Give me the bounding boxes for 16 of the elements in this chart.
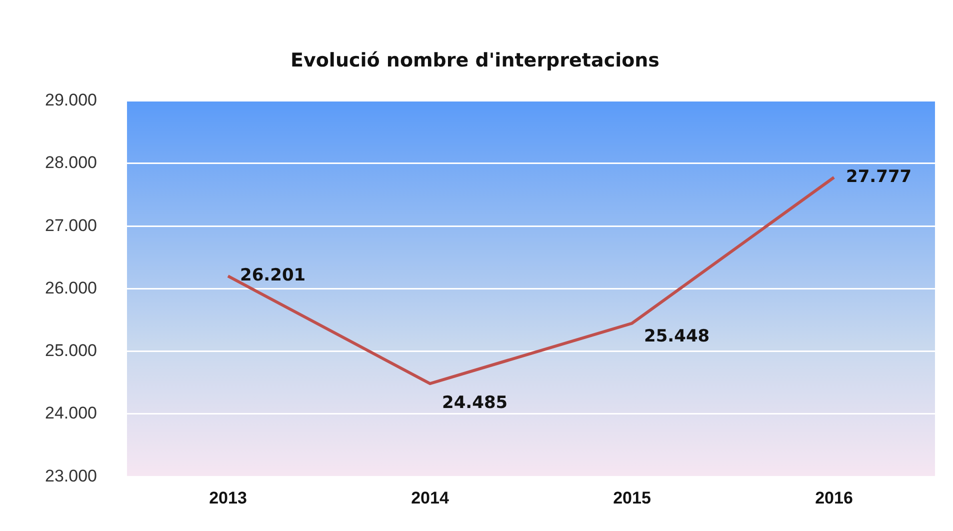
data-label: 27.777 [846,166,912,187]
y-tick-label: 23.000 [44,466,97,486]
x-tick-label: 2013 [209,488,247,508]
y-tick-label: 24.000 [44,404,97,423]
data-label: 24.485 [442,393,508,414]
chart-title: Evolució nombre d'interpretacions [290,49,660,72]
y-tick-label: 29.000 [44,90,97,110]
y-tick-label: 25.000 [44,341,97,360]
x-tick-label: 2016 [815,488,853,508]
x-tick-label: 2015 [613,488,651,508]
data-label: 26.201 [240,266,306,286]
x-tick-label: 2014 [411,488,450,508]
y-tick-label: 26.000 [44,278,97,298]
data-label: 25.448 [644,326,710,347]
y-tick-label: 27.000 [44,216,97,235]
y-tick-label: 28.000 [44,153,97,172]
